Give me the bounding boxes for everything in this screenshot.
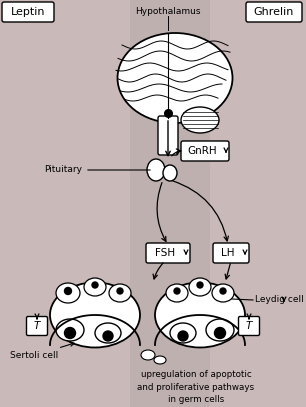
Circle shape: [215, 328, 226, 339]
Text: Hypothalamus: Hypothalamus: [135, 7, 201, 17]
Text: FSH: FSH: [155, 248, 175, 258]
Circle shape: [65, 287, 72, 295]
Circle shape: [220, 288, 226, 294]
Ellipse shape: [118, 33, 233, 123]
Ellipse shape: [155, 282, 245, 348]
FancyBboxPatch shape: [2, 2, 54, 22]
Ellipse shape: [163, 165, 177, 181]
Ellipse shape: [56, 319, 84, 341]
Text: upregulation of apoptotic
and proliferative pathways
in germ cells: upregulation of apoptotic and proliferat…: [137, 370, 255, 404]
Ellipse shape: [50, 282, 140, 348]
Text: T: T: [34, 321, 40, 331]
Ellipse shape: [170, 323, 196, 343]
Circle shape: [178, 331, 188, 341]
Ellipse shape: [166, 284, 188, 302]
Text: Leydig cell: Leydig cell: [255, 295, 304, 304]
Text: Sertoli cell: Sertoli cell: [10, 342, 74, 360]
Text: Pituitary: Pituitary: [44, 164, 82, 173]
FancyBboxPatch shape: [246, 2, 302, 22]
Text: Ghrelin: Ghrelin: [254, 7, 294, 17]
Circle shape: [174, 288, 180, 294]
FancyBboxPatch shape: [146, 243, 190, 263]
Ellipse shape: [181, 107, 219, 133]
Ellipse shape: [56, 283, 80, 303]
Ellipse shape: [84, 278, 106, 296]
Circle shape: [197, 282, 203, 288]
Circle shape: [92, 282, 98, 288]
Circle shape: [103, 331, 113, 341]
Circle shape: [117, 288, 123, 294]
Ellipse shape: [189, 278, 211, 296]
Ellipse shape: [212, 284, 234, 302]
Ellipse shape: [154, 356, 166, 364]
FancyBboxPatch shape: [181, 141, 229, 161]
Text: GnRH: GnRH: [187, 146, 217, 156]
Text: Leptin: Leptin: [11, 7, 45, 17]
Ellipse shape: [141, 350, 155, 360]
Ellipse shape: [109, 284, 131, 302]
Bar: [130, 0, 210, 407]
Ellipse shape: [147, 159, 165, 181]
Circle shape: [65, 328, 76, 339]
FancyBboxPatch shape: [158, 116, 178, 155]
Ellipse shape: [95, 323, 121, 343]
FancyBboxPatch shape: [213, 243, 249, 263]
Text: LH: LH: [221, 248, 235, 258]
FancyBboxPatch shape: [27, 317, 47, 335]
Text: T: T: [246, 321, 252, 331]
Ellipse shape: [206, 319, 234, 341]
FancyBboxPatch shape: [238, 317, 259, 335]
